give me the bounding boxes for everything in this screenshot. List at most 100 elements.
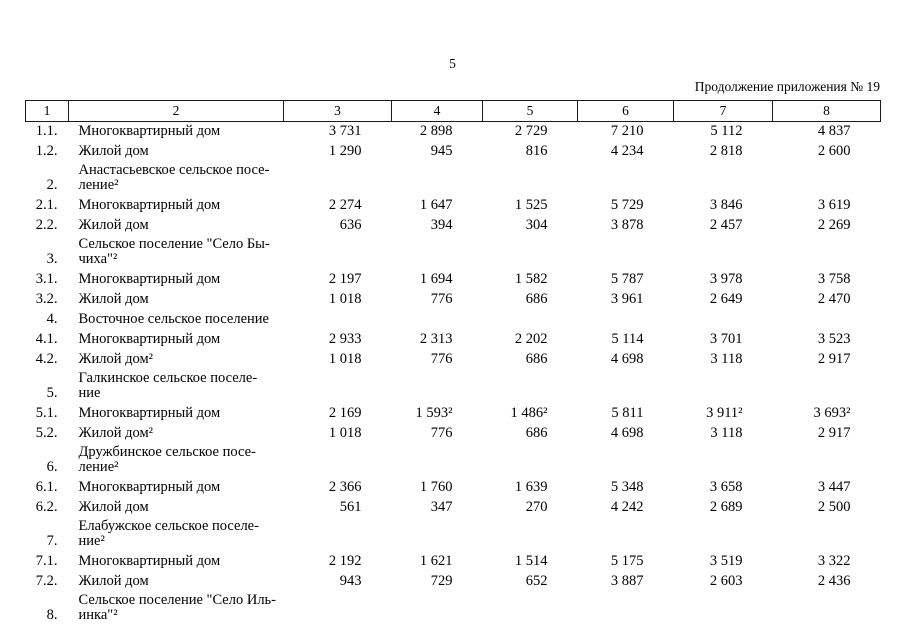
value-cell (773, 162, 881, 196)
value-cell (392, 370, 483, 404)
value-cell: 1 514 (514, 552, 548, 569)
row-label: Многоквартирный дом (69, 270, 284, 290)
value-cell: 2 313 (419, 330, 453, 347)
row-number: 6. (46, 458, 58, 475)
value-cell: 2 274 (328, 196, 362, 213)
column-header: 1 (25, 100, 69, 122)
value-cell (284, 162, 392, 196)
row-label-line: Многоквартирный дом (78, 478, 221, 495)
row-label-line: Многоквартирный дом (78, 552, 221, 569)
value-cell (674, 444, 773, 478)
row-label: Сельское поселение "Село Бы-чиха"² (69, 236, 284, 270)
row-label-line: ние (78, 384, 101, 401)
row-label-line: Елабужское сельское поселе- (78, 517, 259, 534)
value-cell (392, 162, 483, 196)
value-cell (674, 370, 773, 404)
row-label: Анастасьевское сельское посе-ление² (69, 162, 284, 196)
value-cell: 2 933 (328, 330, 362, 347)
column-header: 6 (577, 100, 674, 122)
value-cell: 5 112 (710, 122, 743, 139)
value-cell: 1 290 (328, 142, 362, 159)
value-cell (483, 518, 578, 552)
row-label-line: Сельское поселение "Село Иль- (78, 591, 277, 608)
row-number: 5.2. (35, 424, 58, 441)
row-label-line: Галкинское сельское поселе- (78, 369, 258, 386)
table-row: 2. Анастасьевское сельское посе-ление² (26, 162, 881, 196)
row-number: 6.1. (35, 478, 58, 495)
value-cell: 2 729 (514, 122, 548, 139)
table-row: 1.2. Жилой дом 1 290 945 816 4 234 2 818 2 600 (26, 142, 881, 162)
table-row: 6.2. Жилой дом 561 347 270 4 242 2 689 2 500 (26, 498, 881, 518)
value-cell (392, 518, 483, 552)
table-row: 4.2. Жилой дом² 1 018 776 686 4 698 3 118 2 917 (26, 350, 881, 370)
row-label: Жилой дом (69, 498, 284, 518)
value-cell (674, 236, 773, 270)
value-cell: 686 (525, 290, 548, 307)
value-cell: 2 192 (328, 552, 362, 569)
row-label-line: Анастасьевское сельское посе- (78, 161, 270, 178)
value-cell (674, 592, 773, 626)
row-label: Елабужское сельское поселе-ние² (69, 518, 284, 552)
value-cell: 686 (525, 350, 548, 367)
value-cell: 4 837 (817, 122, 851, 139)
value-cell: 3 519 (709, 552, 743, 569)
value-cell: 3 887 (610, 572, 644, 589)
row-label-line: Жилой дом² (78, 350, 154, 367)
row-label: Жилой дом² (69, 350, 284, 370)
row-label-line: Многоквартирный дом (78, 196, 221, 213)
value-cell: 2 917 (817, 350, 851, 367)
value-cell (284, 370, 392, 404)
table-row: 7.1. Многоквартирный дом 2 192 1 621 1 514 5 … (26, 552, 881, 572)
row-number: 7.2. (35, 572, 58, 589)
row-label-line: Жилой дом (78, 142, 149, 159)
value-cell: 686 (525, 424, 548, 441)
value-cell: 1 621 (419, 552, 453, 569)
value-cell: 5 114 (611, 330, 644, 347)
value-cell (284, 444, 392, 478)
value-cell: 1 018 (328, 350, 362, 367)
value-cell: 2 600 (817, 142, 851, 159)
value-cell: 4 234 (610, 142, 644, 159)
value-cell: 3 961 (610, 290, 644, 307)
row-label-line: Жилой дом² (78, 424, 154, 441)
table-row: 2.1. Многоквартирный дом 2 274 1 647 1 525 5 … (26, 196, 881, 216)
value-cell (284, 236, 392, 270)
table-row: 6.1. Многоквартирный дом 2 366 1 760 1 639 5 … (26, 478, 881, 498)
value-cell: 1 018 (328, 290, 362, 307)
row-number: 3. (46, 250, 58, 267)
row-label-line: Многоквартирный дом (78, 270, 221, 287)
value-cell (674, 310, 773, 330)
value-cell (773, 370, 881, 404)
row-label-line: Многоквартирный дом (78, 330, 221, 347)
value-cell: 394 (430, 216, 453, 233)
value-cell (773, 592, 881, 626)
value-cell (578, 518, 674, 552)
row-number: 5. (46, 384, 58, 401)
row-label-line: Жилой дом (78, 216, 149, 233)
column-header: 4 (391, 100, 483, 122)
column-header: 2 (68, 100, 284, 122)
value-cell: 2 269 (817, 216, 851, 233)
value-cell (578, 444, 674, 478)
value-cell: 5 811 (611, 404, 644, 421)
value-cell: 2 818 (709, 142, 743, 159)
value-cell: 5 787 (610, 270, 644, 287)
row-label: Жилой дом (69, 290, 284, 310)
row-label: Галкинское сельское поселе-ние (69, 370, 284, 404)
value-cell: 776 (430, 290, 453, 307)
value-cell: 2 457 (709, 216, 743, 233)
value-cell (483, 592, 578, 626)
value-cell: 3 118 (710, 350, 743, 367)
row-number: 7.1. (35, 552, 58, 569)
row-label-line: ление² (78, 458, 119, 475)
value-cell: 2 470 (817, 290, 851, 307)
value-cell (674, 162, 773, 196)
value-cell: 2 197 (328, 270, 362, 287)
row-number: 1.1. (35, 122, 58, 139)
value-cell (284, 592, 392, 626)
value-cell (578, 162, 674, 196)
value-cell: 2 500 (817, 498, 851, 515)
table-row: 5.1. Многоквартирный дом 2 169 1 593² 1 486²… (26, 404, 881, 424)
value-cell (773, 518, 881, 552)
